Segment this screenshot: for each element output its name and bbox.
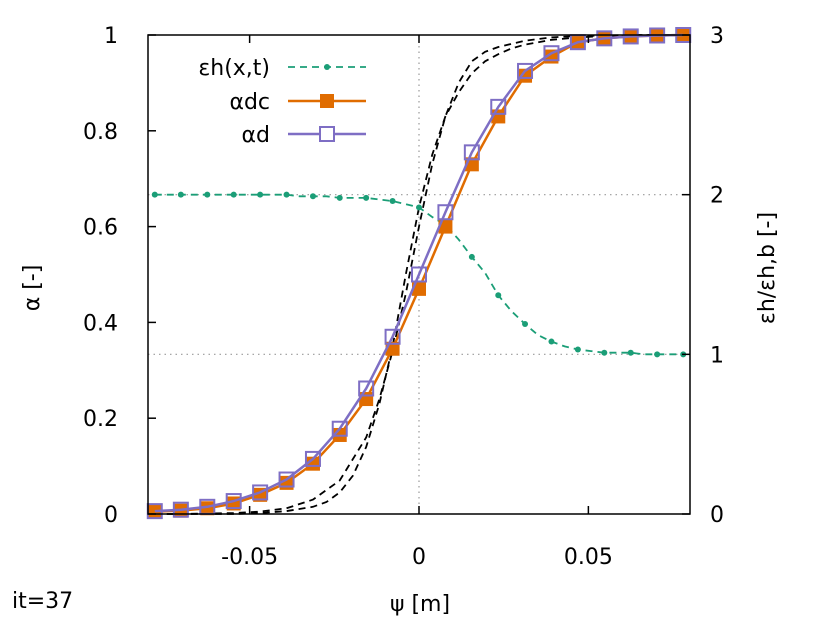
y-tick-label: 1 xyxy=(104,24,118,49)
series-point-alpha-d xyxy=(331,420,348,437)
y-axis-label: α [-] xyxy=(20,265,45,312)
y2-tick-label: 3 xyxy=(710,24,724,49)
y-tick-label: 0.8 xyxy=(83,120,118,145)
series-point-eps-h xyxy=(363,194,370,201)
grid-layer xyxy=(148,35,690,514)
axes-layer: -0.05 0 0.05 0 0.2 0.4 0.6 0.8 1 0 1 2 3 xyxy=(83,24,724,570)
series-point-eps-h xyxy=(389,198,396,205)
dashed-reference-curve-1 xyxy=(154,34,684,515)
y2-tick-label: 0 xyxy=(710,503,724,528)
series-point-alpha-d xyxy=(543,45,560,62)
legend-swatch-marker xyxy=(320,94,334,108)
series-point-alpha-d xyxy=(437,204,454,221)
legend-swatch-marker xyxy=(319,126,335,142)
series-point-eps-h xyxy=(627,349,634,356)
series-point-eps-h xyxy=(495,292,502,299)
x-axis-label: ψ [m] xyxy=(390,592,450,617)
series-point-eps-h xyxy=(601,349,608,356)
series-line-alpha-d xyxy=(154,33,684,513)
y2-tick-label: 1 xyxy=(710,343,724,368)
series-point-alpha-d xyxy=(622,28,639,45)
y2-tick-label: 2 xyxy=(710,184,724,209)
series-point-eps-h xyxy=(177,191,184,198)
y-tick-label: 0.2 xyxy=(83,407,118,432)
legend-label: εh(x,t) xyxy=(198,56,270,81)
series-point-alpha-d xyxy=(172,501,189,518)
x-tick-label: 0.05 xyxy=(564,545,613,570)
y-tick-label: 0.6 xyxy=(83,216,118,241)
series-point-alpha-d xyxy=(411,266,427,283)
series-point-alpha-dc xyxy=(147,504,162,519)
series-point-eps-h xyxy=(336,194,343,201)
series-point-eps-h xyxy=(257,191,264,198)
curve-layer xyxy=(146,27,692,520)
series-point-eps-h xyxy=(230,191,237,198)
dashed-reference-curve-2 xyxy=(154,34,684,515)
iteration-label: it=37 xyxy=(12,589,73,614)
series-point-alpha-d xyxy=(252,484,269,501)
series-point-alpha-dc xyxy=(200,501,215,516)
x-tick-label: -0.05 xyxy=(221,545,278,570)
series-point-alpha-d xyxy=(358,380,375,397)
series-point-eps-h xyxy=(468,253,475,260)
series-point-eps-h xyxy=(416,204,422,211)
series-point-alpha-d xyxy=(490,98,507,115)
series-point-alpha-d xyxy=(463,144,480,161)
y2-axis-label: εh/εh,b [-] xyxy=(755,212,780,324)
series-point-eps-h xyxy=(151,191,158,198)
series-point-alpha-d xyxy=(225,493,242,510)
series-point-alpha-d xyxy=(517,62,534,79)
series-point-alpha-d xyxy=(384,328,401,345)
legend: εh(x,t) αdc αd xyxy=(198,56,366,148)
x-tick-label: 0 xyxy=(412,545,426,570)
series-point-eps-h xyxy=(654,351,661,358)
series-point-eps-h xyxy=(548,338,555,345)
series-point-alpha-d xyxy=(278,471,295,488)
series-point-alpha-d xyxy=(304,450,321,467)
series-point-alpha-dc xyxy=(518,68,533,83)
series-point-eps-h xyxy=(283,191,290,198)
series-point-alpha-d xyxy=(596,30,613,47)
legend-swatch-point xyxy=(324,64,330,70)
series-point-eps-h xyxy=(522,320,529,327)
y-tick-label: 0 xyxy=(104,503,118,528)
series-point-eps-h xyxy=(574,346,581,353)
series-point-eps-h xyxy=(309,193,316,200)
y-tick-label: 0.4 xyxy=(83,311,118,336)
series-point-eps-h xyxy=(204,191,211,198)
legend-label: αd xyxy=(242,123,270,148)
legend-label: αdc xyxy=(229,90,270,115)
